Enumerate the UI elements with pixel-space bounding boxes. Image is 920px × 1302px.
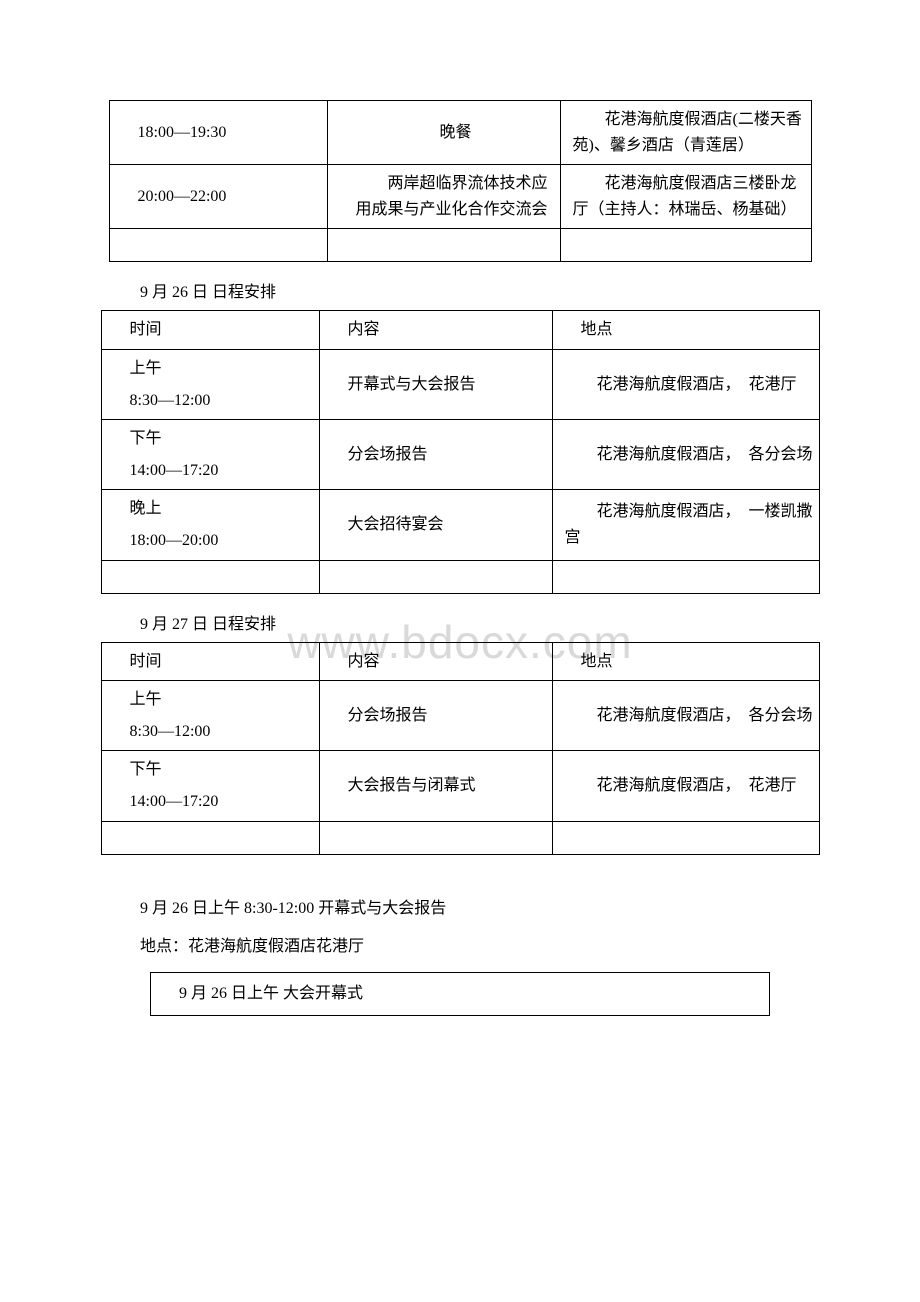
table-header-row: 时间 内容 地点 bbox=[101, 311, 819, 350]
time-period: 下午 bbox=[130, 757, 315, 783]
cell-content: 分会场报告 bbox=[319, 681, 552, 751]
table-row: 晚上 18:00—20:00 大会招待宴会 花港海航度假酒店， 一楼凯撒宫 bbox=[101, 490, 819, 560]
opening-cell: 9 月 26 日上午 大会开幕式 bbox=[151, 973, 770, 1016]
cell-place: 花港海航度假酒店， 一楼凯撒宫 bbox=[552, 490, 819, 560]
cell-place: 花港海航度假酒店(二楼天香苑)、馨乡酒店（青莲居） bbox=[560, 101, 811, 165]
cell-time: 下午 14:00—17:20 bbox=[101, 751, 319, 821]
cell-content: 晚餐 bbox=[327, 101, 560, 165]
cell-content: 大会报告与闭幕式 bbox=[319, 751, 552, 821]
cell-place: 花港海航度假酒店， 花港厅 bbox=[552, 349, 819, 419]
cell-place: 花港海航度假酒店， 各分会场 bbox=[552, 681, 819, 751]
table-row: 18:00—19:30 晚餐 花港海航度假酒店(二楼天香苑)、馨乡酒店（青莲居） bbox=[109, 101, 811, 165]
cell-time: 上午 8:30—12:00 bbox=[101, 349, 319, 419]
table-header-row: 时间 内容 地点 bbox=[101, 642, 819, 681]
cell-time: 18:00—19:30 bbox=[109, 101, 327, 165]
header-time: 时间 bbox=[101, 311, 319, 350]
schedule-table-26: 时间 内容 地点 上午 8:30—12:00 开幕式与大会报告 花港海航度假酒店… bbox=[101, 310, 820, 593]
table-row-empty bbox=[109, 229, 811, 262]
schedule-table-27: 时间 内容 地点 上午 8:30—12:00 分会场报告 花港海航度假酒店， 各… bbox=[101, 642, 820, 855]
cell-time: 20:00—22:00 bbox=[109, 165, 327, 229]
time-range: 8:30—12:00 bbox=[130, 388, 315, 414]
table-row: 9 月 26 日上午 大会开幕式 bbox=[151, 973, 770, 1016]
cell-time: 晚上 18:00—20:00 bbox=[101, 490, 319, 560]
time-range: 18:00—20:00 bbox=[130, 528, 315, 554]
header-time: 时间 bbox=[101, 642, 319, 681]
opening-para-2: 地点：花港海航度假酒店花港厅 bbox=[100, 933, 820, 962]
table-row: 20:00—22:00 两岸超临界流体技术应用成果与产业化合作交流会 花港海航度… bbox=[109, 165, 811, 229]
header-place: 地点 bbox=[552, 642, 819, 681]
opening-para-1: 9 月 26 日上午 8:30-12:00 开幕式与大会报告 bbox=[100, 895, 820, 924]
table-row: 下午 14:00—17:20 大会报告与闭幕式 花港海航度假酒店， 花港厅 bbox=[101, 751, 819, 821]
section-title-27: 9 月 27 日 日程安排 bbox=[100, 610, 820, 634]
cell-time: 下午 14:00—17:20 bbox=[101, 420, 319, 490]
time-period: 晚上 bbox=[130, 496, 315, 522]
schedule-table-25-continued: 18:00—19:30 晚餐 花港海航度假酒店(二楼天香苑)、馨乡酒店（青莲居）… bbox=[109, 100, 812, 262]
time-period: 下午 bbox=[130, 426, 315, 452]
time-period: 上午 bbox=[130, 687, 315, 713]
header-content: 内容 bbox=[319, 311, 552, 350]
time-range: 14:00—17:20 bbox=[130, 789, 315, 815]
header-place: 地点 bbox=[552, 311, 819, 350]
opening-ceremony-table: 9 月 26 日上午 大会开幕式 bbox=[150, 972, 770, 1016]
cell-content: 分会场报告 bbox=[319, 420, 552, 490]
table-row: 下午 14:00—17:20 分会场报告 花港海航度假酒店， 各分会场 bbox=[101, 420, 819, 490]
header-content: 内容 bbox=[319, 642, 552, 681]
time-range: 14:00—17:20 bbox=[130, 458, 315, 484]
cell-content: 两岸超临界流体技术应用成果与产业化合作交流会 bbox=[327, 165, 560, 229]
cell-content: 大会招待宴会 bbox=[319, 490, 552, 560]
cell-time: 上午 8:30—12:00 bbox=[101, 681, 319, 751]
time-period: 上午 bbox=[130, 356, 315, 382]
time-range: 8:30—12:00 bbox=[130, 719, 315, 745]
table-row: 上午 8:30—12:00 分会场报告 花港海航度假酒店， 各分会场 bbox=[101, 681, 819, 751]
table-row: 上午 8:30—12:00 开幕式与大会报告 花港海航度假酒店， 花港厅 bbox=[101, 349, 819, 419]
cell-place: 花港海航度假酒店， 各分会场 bbox=[552, 420, 819, 490]
cell-place: 花港海航度假酒店， 花港厅 bbox=[552, 751, 819, 821]
cell-place: 花港海航度假酒店三楼卧龙厅（主持人：林瑞岳、杨基础） bbox=[560, 165, 811, 229]
section-title-26: 9 月 26 日 日程安排 bbox=[100, 278, 820, 302]
table-row-empty bbox=[101, 560, 819, 593]
cell-content: 开幕式与大会报告 bbox=[319, 349, 552, 419]
table-row-empty bbox=[101, 821, 819, 854]
